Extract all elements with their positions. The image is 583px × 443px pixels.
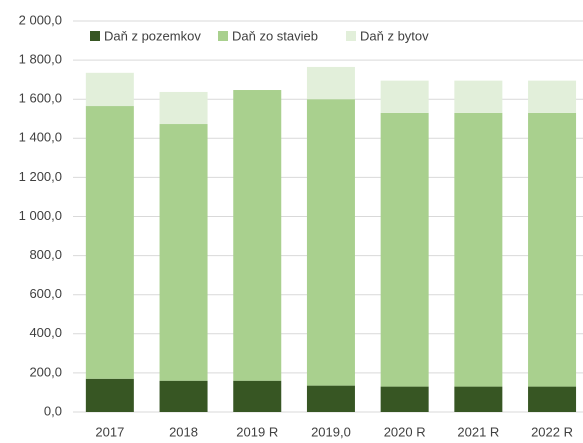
bar-segment	[380, 80, 429, 113]
bar-segment	[306, 66, 355, 100]
bar-segment	[233, 380, 282, 412]
y-tick-label: 1 400,0	[19, 130, 62, 145]
bar-segment	[159, 124, 208, 381]
x-tick-label: 2022 R	[531, 424, 573, 439]
y-tick-label: 1 800,0	[19, 52, 62, 67]
bar-segment	[454, 386, 503, 412]
y-tick-label: 1 600,0	[19, 91, 62, 106]
x-tick-label: 2019,0	[311, 424, 351, 439]
x-tick-label: 2020 R	[384, 424, 426, 439]
bar-segment	[159, 91, 208, 125]
y-tick-label: 2 000,0	[19, 12, 62, 27]
legend-label: Daň zo stavieb	[232, 28, 318, 43]
bar-segment	[454, 112, 503, 387]
y-tick-label: 0,0	[44, 403, 62, 418]
y-tick-label: 600,0	[29, 286, 62, 301]
y-tick-label: 200,0	[29, 364, 62, 379]
bar-segment	[306, 99, 355, 386]
bar-segment	[306, 385, 355, 412]
legend-swatch	[346, 31, 356, 41]
legend-label: Daň z pozemkov	[104, 28, 201, 43]
x-tick-label: 2017	[95, 424, 124, 439]
bar-segment	[380, 386, 429, 412]
y-tick-label: 1 000,0	[19, 208, 62, 223]
x-tick-label: 2019 R	[236, 424, 278, 439]
x-tick-label: 2018	[169, 424, 198, 439]
bar-segment	[454, 80, 503, 113]
legend-swatch	[90, 31, 100, 41]
bar-segment	[233, 90, 282, 381]
bar-segment	[528, 112, 577, 387]
bar-segment	[528, 80, 577, 113]
y-tick-label: 800,0	[29, 247, 62, 262]
bar-segment	[159, 380, 208, 412]
y-tick-label: 1 200,0	[19, 169, 62, 184]
bar-segment	[528, 386, 577, 412]
bar-segment	[380, 112, 429, 387]
bar-segment	[85, 378, 134, 412]
bar-segment	[85, 72, 134, 107]
bar-segment	[85, 106, 134, 379]
x-tick-label: 2021 R	[457, 424, 499, 439]
y-tick-label: 400,0	[29, 325, 62, 340]
legend-swatch	[218, 31, 228, 41]
legend-label: Daň z bytov	[360, 28, 429, 43]
